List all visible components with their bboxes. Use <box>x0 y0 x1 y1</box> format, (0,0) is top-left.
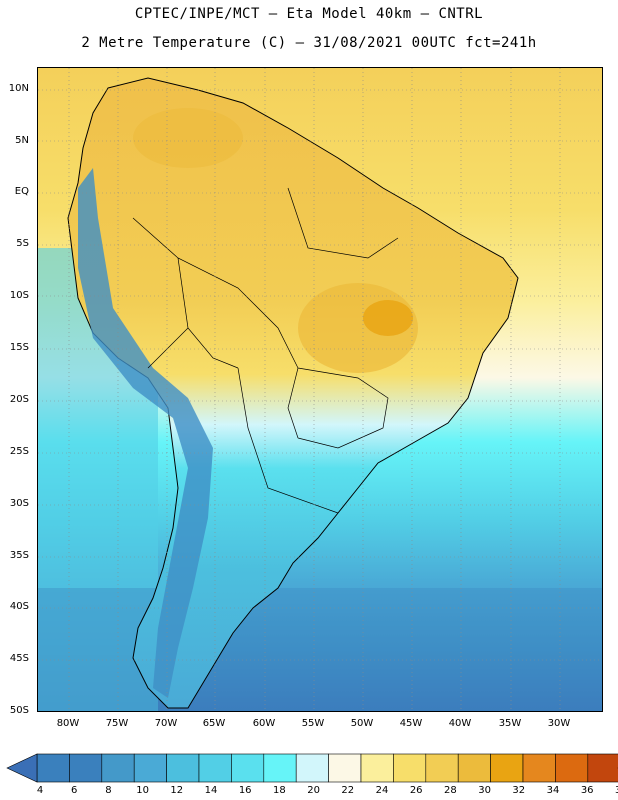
colorbar-swatch <box>166 753 200 783</box>
colorbar-swatch <box>457 753 491 783</box>
colorbar-boxes <box>36 753 618 783</box>
lat-label: 50S <box>9 705 29 716</box>
lat-label: 25S <box>9 446 29 457</box>
hot-core-southeast <box>363 300 413 336</box>
colorbar-swatch <box>36 753 70 783</box>
map-panel <box>37 67 603 712</box>
colorbar-tick-label: 10 <box>136 785 149 796</box>
colorbar-swatch <box>328 753 362 783</box>
colorbar-swatch <box>295 753 329 783</box>
lat-label: 10S <box>9 290 29 301</box>
colorbar-tick-label: 16 <box>238 785 252 796</box>
andes-cold-spine <box>78 168 213 698</box>
colorbar <box>6 753 618 783</box>
lat-label: 5N <box>15 135 29 146</box>
pacific-deep-band <box>38 588 602 711</box>
colorbar-swatch <box>555 753 589 783</box>
colorbar-swatch <box>101 753 135 783</box>
colorbar-swatch <box>587 753 618 783</box>
lon-label: 50W <box>350 718 374 729</box>
colorbar-tick-label: 12 <box>170 785 184 796</box>
colorbar-tick-label: 4 <box>36 785 44 796</box>
colorbar-swatch <box>69 753 103 783</box>
colorbar-tick-label: 18 <box>273 785 286 796</box>
temperature-map <box>38 68 602 711</box>
colorbar-swatch <box>198 753 232 783</box>
lat-label: 45S <box>9 653 29 664</box>
colorbar-tick-label: 8 <box>105 785 112 796</box>
colorbar-swatch <box>231 753 265 783</box>
colorbar-swatch <box>490 753 524 783</box>
colorbar-swatch <box>263 753 297 783</box>
hot-core-amazon <box>133 108 243 168</box>
lat-label: 10N <box>8 83 29 94</box>
colorbar-tick-label: 28 <box>444 785 457 796</box>
lon-label: 70W <box>154 718 178 729</box>
colorbar-tick-label: 26 <box>409 785 423 796</box>
colorbar-tick-label: 38 <box>615 785 618 796</box>
colorbar-left-arrow <box>6 753 38 783</box>
lon-label: 30W <box>547 718 571 729</box>
colorbar-swatch <box>393 753 427 783</box>
colorbar-tick-label: 34 <box>546 785 560 796</box>
lat-label: EQ <box>14 186 29 197</box>
colorbar-tick-label: 36 <box>580 785 594 796</box>
lon-label: 55W <box>301 718 325 729</box>
country-borders <box>132 187 399 514</box>
lat-label: 15S <box>9 342 29 353</box>
colorbar-swatch <box>522 753 556 783</box>
colorbar-swatch <box>425 753 459 783</box>
lat-label: 5S <box>16 238 29 249</box>
lon-label: 35W <box>498 718 522 729</box>
lon-label: 75W <box>105 718 129 729</box>
colorbar-tick-label: 22 <box>341 785 355 796</box>
colorbar-swatch <box>133 753 167 783</box>
lat-label: 40S <box>9 601 29 612</box>
colorbar-tick-label: 20 <box>307 785 320 796</box>
lon-label: 80W <box>56 718 80 729</box>
lon-label: 40W <box>448 718 472 729</box>
lat-label: 20S <box>9 394 29 405</box>
map-subtitle: 2 Metre Temperature (C) – 31/08/2021 00U… <box>81 35 537 51</box>
colorbar-tick-label: 32 <box>512 785 526 796</box>
lat-label: 30S <box>9 498 29 509</box>
colorbar-tick-label: 6 <box>71 785 78 796</box>
colorbar-swatch <box>360 753 394 783</box>
map-title: CPTEC/INPE/MCT – Eta Model 40km – CNTRL <box>134 6 484 22</box>
lon-label: 60W <box>252 718 276 729</box>
colorbar-tick-label: 14 <box>204 785 218 796</box>
lat-label: 35S <box>9 550 29 561</box>
colorbar-tick-label: 30 <box>478 785 491 796</box>
lon-label: 65W <box>202 718 226 729</box>
colorbar-tick-label: 24 <box>375 785 389 796</box>
lon-label: 45W <box>399 718 423 729</box>
